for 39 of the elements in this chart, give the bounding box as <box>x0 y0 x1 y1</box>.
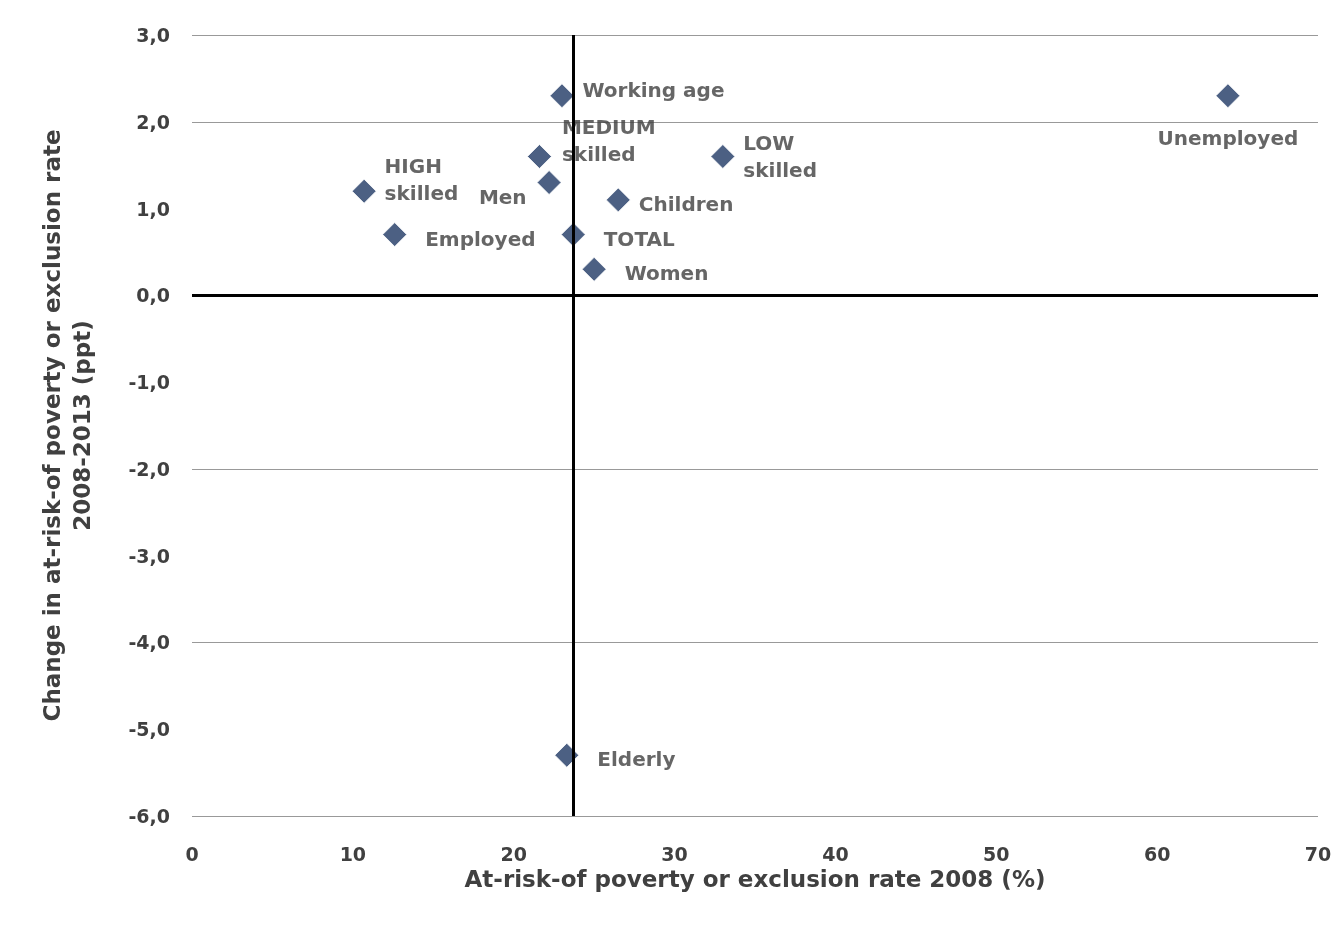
data-label: Unemployed <box>1157 125 1299 150</box>
x-tick-label: 50 <box>983 842 1010 865</box>
y-tick-label: 1,0 <box>136 197 170 220</box>
data-label: Children <box>638 191 734 216</box>
x-tick-label: 70 <box>1304 842 1332 865</box>
x-tick-label: 20 <box>500 842 527 865</box>
y-tick-label: 0,0 <box>136 284 170 307</box>
y-tick-label: -1,0 <box>128 371 170 394</box>
x-tick-label: 0 <box>185 842 199 865</box>
point <box>351 178 377 204</box>
point <box>549 83 575 109</box>
y-tick-label: 3,0 <box>136 24 170 46</box>
x-tick-label: 40 <box>822 842 849 865</box>
data-label: Employed <box>425 226 536 251</box>
x-axis-title: At-risk-of poverty or exclusion rate 2008 (%) <box>464 866 1046 893</box>
y-tick-label: -6,0 <box>128 805 170 827</box>
data-label: TOTAL <box>603 226 675 251</box>
data-label: Women <box>624 261 709 286</box>
point <box>1215 83 1241 109</box>
x-tick-label: 10 <box>339 842 367 865</box>
x-tick-label: 30 <box>661 842 688 865</box>
y-tick-label: -5,0 <box>128 718 170 741</box>
y-tick-label: -2,0 <box>128 457 170 480</box>
point <box>536 170 562 196</box>
x-tick-label: 60 <box>1143 842 1171 865</box>
data-label: LOW skilled <box>743 130 817 182</box>
data-label: Men <box>478 184 527 209</box>
data-label: HIGH skilled <box>384 153 459 205</box>
y-tick-label: -4,0 <box>128 631 170 654</box>
y-tick-label: 2,0 <box>136 110 170 133</box>
data-label: Working age <box>582 77 725 102</box>
y-axis-title: Change in at-risk-of poverty or exclusion rate 2008-2013 (ppt) <box>39 129 95 722</box>
point <box>526 143 552 169</box>
point <box>581 256 607 282</box>
y-tick-label: -3,0 <box>128 544 170 567</box>
data-label: Elderly <box>597 747 676 772</box>
point <box>605 187 631 213</box>
point <box>382 222 408 248</box>
point <box>710 143 736 169</box>
